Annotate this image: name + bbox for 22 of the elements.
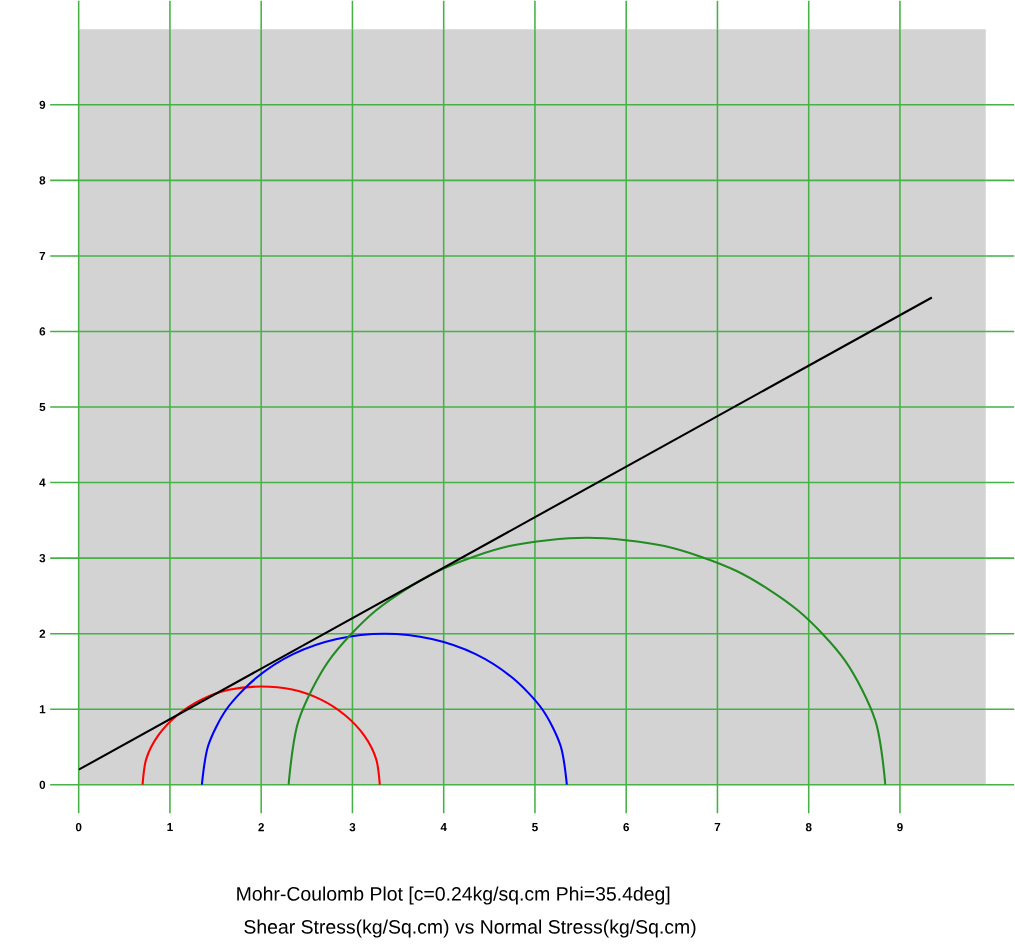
y-tick-label: 8 — [39, 176, 46, 185]
text: Mohr-Coulomb Plot [c=0.24kg/sq.cm Phi=35.4deg] — [237, 886, 670, 905]
y-tick-label: 9 — [39, 100, 46, 109]
x-tick-label: 4 — [440, 823, 447, 832]
x-tick-label: 0 — [75, 823, 82, 832]
y-tick-label: 6 — [39, 327, 46, 336]
y-tick-label: 1 — [39, 705, 46, 714]
y-tick-label: 4 — [39, 478, 46, 487]
x-tick-label: 9 — [897, 823, 903, 832]
x-tick-label: 5 — [532, 823, 538, 832]
y-tick-label: 3 — [39, 554, 46, 563]
x-tick-label: 3 — [349, 823, 356, 832]
y-tick-label: 2 — [39, 629, 46, 638]
x-tick-label: 2 — [258, 823, 264, 832]
y-tick-label: 0 — [39, 780, 46, 789]
x-tick-label: 7 — [714, 823, 721, 832]
x-tick-label: 8 — [805, 823, 812, 832]
y-tick-label: 7 — [39, 251, 46, 260]
text: Shear Stress(kg/Sq.cm) vs Normal Stress(kg/Sq.cm) — [244, 919, 696, 938]
x-tick-label: 1 — [167, 823, 173, 832]
y-tick-label: 5 — [39, 403, 46, 412]
x-tick-label: 6 — [623, 823, 630, 832]
